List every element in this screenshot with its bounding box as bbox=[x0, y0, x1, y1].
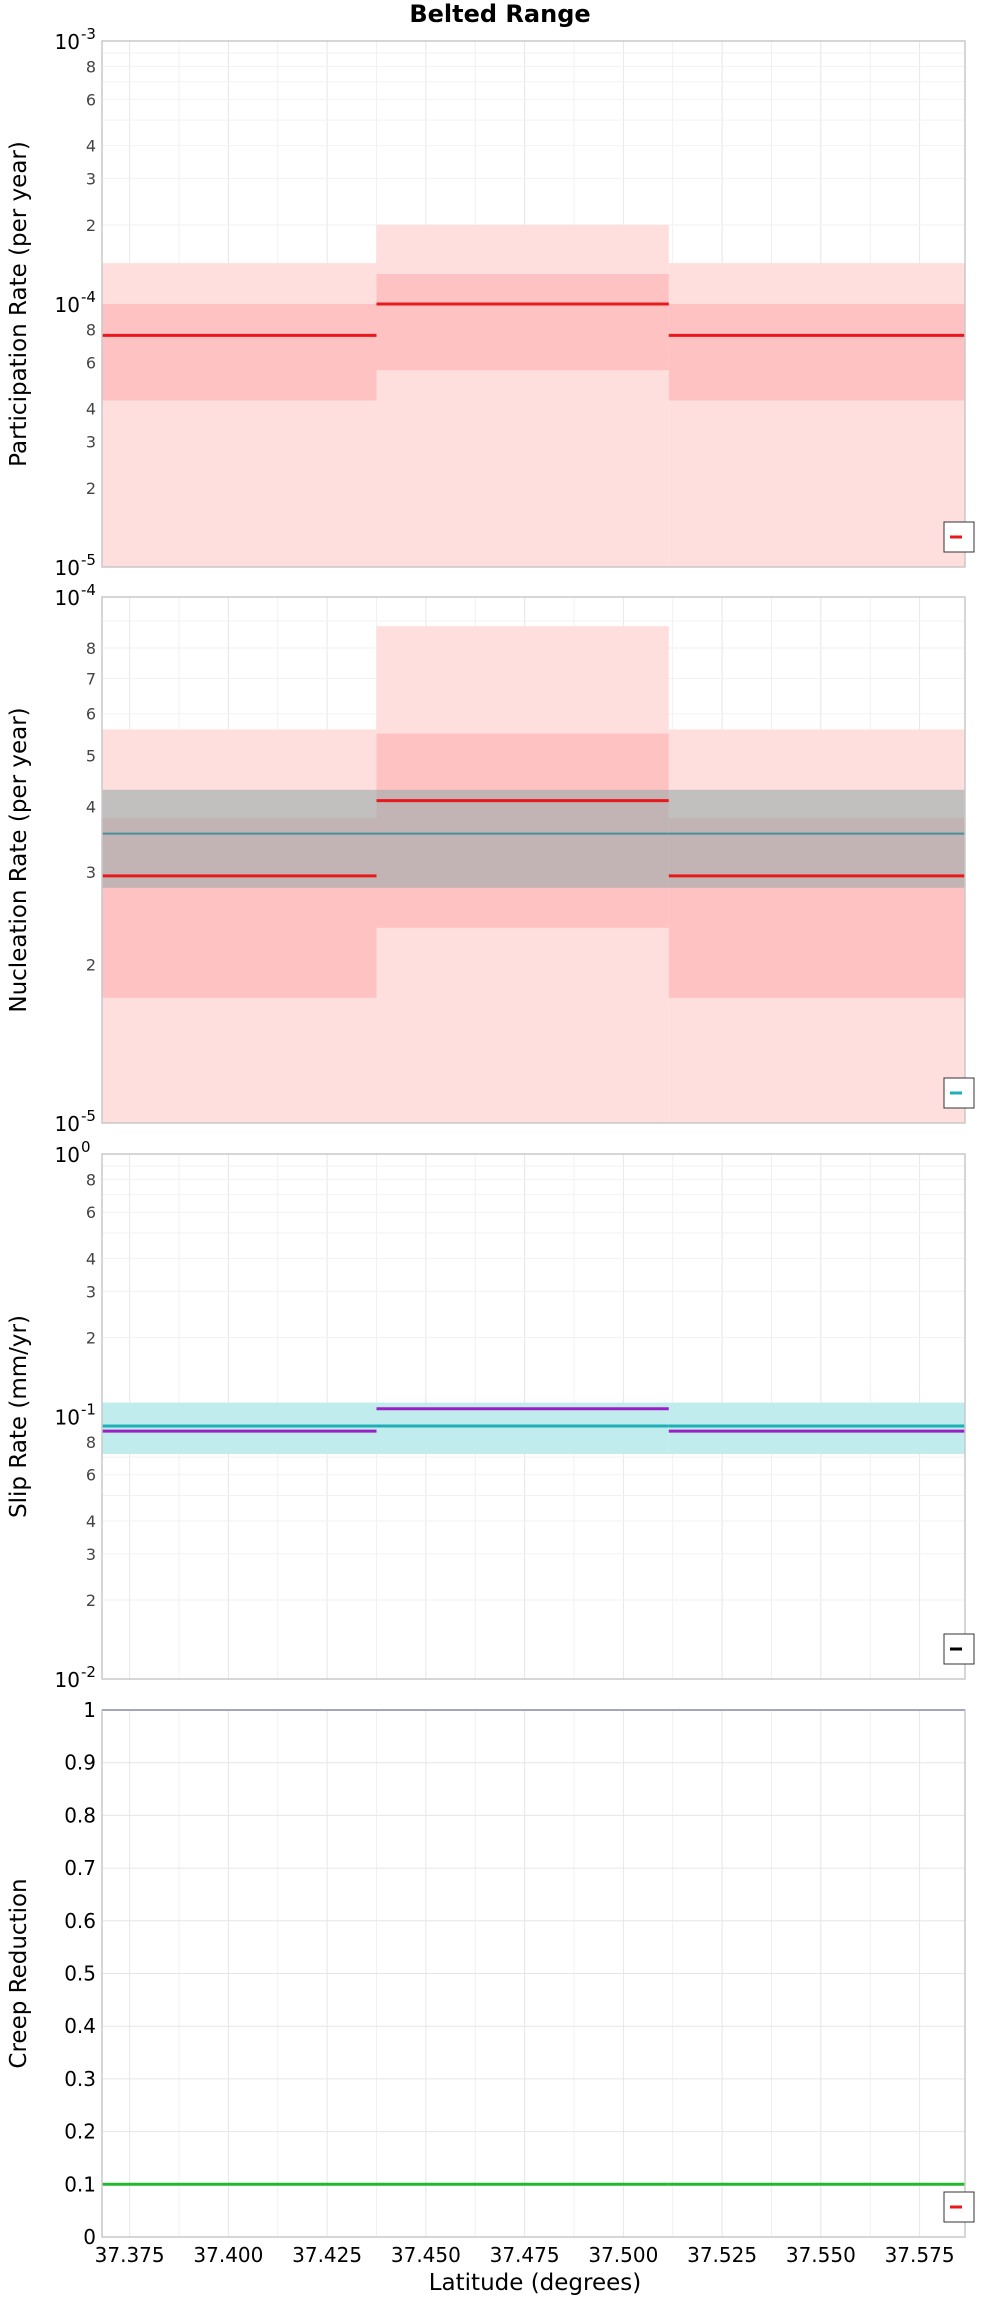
y-tick-exponent: -5 bbox=[81, 551, 96, 569]
legend bbox=[943, 2191, 975, 2223]
y-minor-tick-label: 7 bbox=[86, 669, 96, 688]
y-minor-tick-label: 2 bbox=[86, 956, 96, 975]
chart-title: Belted Range bbox=[409, 0, 590, 28]
uncertainty-band-gray bbox=[376, 789, 669, 888]
y-minor-tick-label: 3 bbox=[86, 1545, 96, 1564]
y-tick-label: 10 bbox=[55, 1112, 80, 1136]
x-axis-label: Latitude (degrees) bbox=[429, 2270, 642, 2296]
plot-frame bbox=[101, 40, 966, 568]
y-tick-label: 0.7 bbox=[64, 1856, 96, 1880]
y-minor-tick-label: 4 bbox=[86, 400, 96, 419]
x-tick-label: 37.425 bbox=[292, 2243, 362, 2267]
y-minor-tick-label: 2 bbox=[86, 1328, 96, 1347]
y-tick-label: 0.6 bbox=[64, 1909, 96, 1933]
x-tick-label: 37.575 bbox=[885, 2243, 955, 2267]
y-minor-tick-label: 2 bbox=[86, 1591, 96, 1610]
y-minor-tick-label: 3 bbox=[86, 170, 96, 189]
x-tick-label: 37.450 bbox=[391, 2243, 461, 2267]
y-minor-tick-label: 3 bbox=[86, 1282, 96, 1301]
y-tick-exponent: -4 bbox=[81, 288, 96, 306]
y-minor-tick-label: 8 bbox=[86, 320, 96, 339]
y-minor-tick-label: 4 bbox=[86, 1512, 96, 1531]
plot-frame bbox=[101, 1153, 966, 1680]
y-tick-exponent: -4 bbox=[81, 581, 96, 599]
uncertainty-band-teal bbox=[376, 1402, 669, 1454]
y-minor-tick-label: 4 bbox=[86, 137, 96, 156]
x-tick-label: 37.400 bbox=[193, 2243, 263, 2267]
x-tick-label: 37.500 bbox=[588, 2243, 658, 2267]
y-minor-tick-label: 5 bbox=[86, 746, 96, 765]
x-tick-label: 37.375 bbox=[95, 2243, 165, 2267]
y-tick-label: 0.9 bbox=[64, 1751, 96, 1775]
y-tick-label: 0 bbox=[83, 2225, 96, 2249]
y-minor-tick-label: 6 bbox=[86, 90, 96, 109]
uncertainty-band-gray bbox=[668, 789, 965, 888]
y-tick-exponent: -1 bbox=[81, 1401, 96, 1419]
y-minor-tick-label: 6 bbox=[86, 1466, 96, 1485]
y-tick-label: 0.1 bbox=[64, 2172, 96, 2196]
y-minor-tick-label: 3 bbox=[86, 863, 96, 882]
y-tick-label: 10 bbox=[55, 30, 80, 54]
uncertainty-band-mid bbox=[376, 274, 669, 371]
y-tick-exponent: -5 bbox=[81, 1107, 96, 1125]
x-tick-label: 37.475 bbox=[490, 2243, 560, 2267]
y-tick-label: 10 bbox=[55, 293, 80, 317]
x-tick-label: 37.550 bbox=[786, 2243, 856, 2267]
uncertainty-band-teal bbox=[102, 1402, 377, 1454]
y-axis-label: Creep Reduction bbox=[6, 1878, 32, 2068]
y-minor-tick-label: 8 bbox=[86, 57, 96, 76]
y-minor-tick-label: 2 bbox=[86, 216, 96, 235]
y-tick-label: 0.4 bbox=[64, 2014, 96, 2038]
y-minor-tick-label: 8 bbox=[86, 1170, 96, 1189]
y-tick-label: 10 bbox=[55, 1406, 80, 1430]
uncertainty-band-mid bbox=[668, 304, 965, 401]
y-axis-label: Slip Rate (mm/yr) bbox=[6, 1315, 32, 1518]
legend bbox=[943, 1633, 975, 1665]
x-tick-label: 37.525 bbox=[687, 2243, 757, 2267]
plot-frame bbox=[101, 1709, 966, 2238]
y-tick-label: 10 bbox=[55, 1143, 80, 1167]
y-axis-label: Nucleation Rate (per year) bbox=[6, 707, 32, 1012]
y-minor-tick-label: 6 bbox=[86, 1203, 96, 1222]
y-tick-label: 0.5 bbox=[64, 1962, 96, 1986]
y-tick-label: 10 bbox=[55, 586, 80, 610]
plot-frame bbox=[101, 596, 966, 1124]
uncertainty-band-teal bbox=[668, 1402, 965, 1454]
y-minor-tick-label: 8 bbox=[86, 639, 96, 658]
y-tick-label: 1 bbox=[83, 1698, 96, 1722]
y-tick-label: 10 bbox=[55, 556, 80, 580]
legend bbox=[943, 521, 975, 553]
uncertainty-band-gray bbox=[102, 789, 377, 888]
panel-4: 0 0.1 0.2 0.3 0.4 0.5 0.6 0.7 0.8 0.9 1 Creep Reduc… bbox=[6, 1698, 975, 2249]
uncertainty-band-mid bbox=[102, 304, 377, 401]
y-axis-label: Participation Rate (per year) bbox=[6, 141, 32, 467]
y-minor-tick-label: 4 bbox=[86, 797, 96, 816]
y-minor-tick-label: 6 bbox=[86, 353, 96, 372]
y-tick-label: 0.2 bbox=[64, 2120, 96, 2144]
y-tick-exponent: -3 bbox=[81, 25, 96, 43]
y-tick-label: 0.8 bbox=[64, 1803, 96, 1827]
y-minor-tick-label: 2 bbox=[86, 479, 96, 498]
y-minor-tick-label: 3 bbox=[86, 433, 96, 452]
y-tick-label: 10 bbox=[55, 1668, 80, 1692]
y-minor-tick-label: 6 bbox=[86, 705, 96, 724]
y-minor-tick-label: 8 bbox=[86, 1433, 96, 1452]
legend bbox=[943, 1077, 975, 1109]
y-tick-exponent: 0 bbox=[81, 1138, 91, 1156]
y-minor-tick-label: 4 bbox=[86, 1249, 96, 1268]
y-tick-label: 0.3 bbox=[64, 2067, 96, 2091]
y-tick-exponent: -2 bbox=[81, 1663, 96, 1681]
